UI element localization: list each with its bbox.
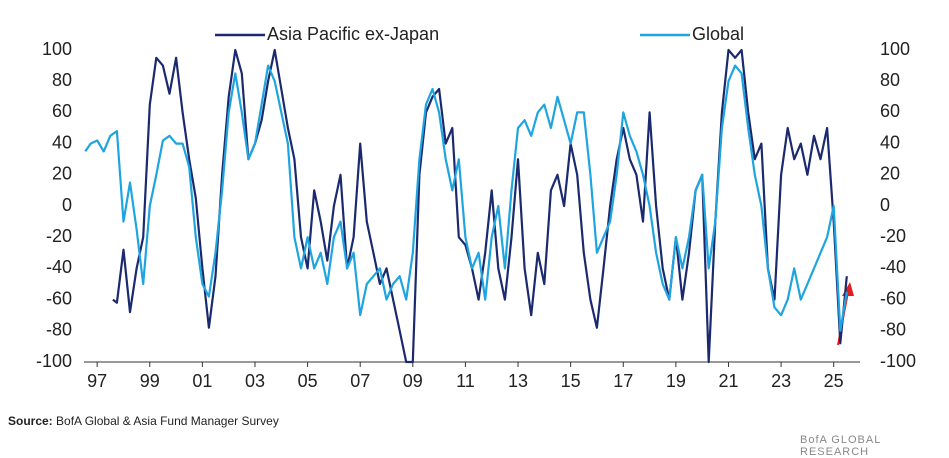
y2-tick-label: 60: [880, 101, 900, 121]
x-tick-label: 01: [192, 371, 212, 391]
y2-tick-label: 20: [880, 164, 900, 184]
x-tick-label: 15: [561, 371, 581, 391]
y2-tick-label: 80: [880, 70, 900, 90]
y-tick-label: 20: [52, 164, 72, 184]
y-tick-label: -80: [46, 320, 72, 340]
legend-label: Asia Pacific ex-Japan: [267, 24, 439, 44]
y-tick-label: -60: [46, 288, 72, 308]
credit: BofA GLOBAL RESEARCH: [800, 434, 881, 458]
x-tick-label: 05: [298, 371, 318, 391]
series-line: [84, 64, 848, 332]
x-tick-label: 23: [771, 371, 791, 391]
y2-tick-label: -100: [880, 351, 916, 371]
y-tick-label: -100: [36, 351, 72, 371]
chart: -100 -80 -60 -40 -20 0 20 40 60 80 100 -100 -80 -60 -4…: [36, 24, 916, 391]
page: -100 -80 -60 -40 -20 0 20 40 60 80 100 -100 -80 -60 -4…: [8, 23, 917, 458]
x-tick-label: 07: [350, 371, 370, 391]
y-tick-label: 80: [52, 70, 72, 90]
x-tick-label: 13: [508, 371, 528, 391]
y2-tick-label: -20: [880, 226, 906, 246]
legend-label: Global: [692, 24, 744, 44]
y-tick-label: 0: [62, 195, 72, 215]
y2-tick-label: -40: [880, 257, 906, 277]
series-line: [112, 48, 848, 364]
source: Source: BofA Global & Asia Fund Manager …: [8, 414, 279, 428]
y2-tick-label: -60: [880, 288, 906, 308]
y-tick-label: -20: [46, 226, 72, 246]
y-tick-label: 100: [42, 39, 72, 59]
x-tick-label: 21: [718, 371, 738, 391]
y2-tick-label: -80: [880, 320, 906, 340]
y-tick-label: 40: [52, 132, 72, 152]
x-tick-label: 11: [456, 371, 475, 391]
y2-tick-label: 100: [880, 39, 910, 59]
x-tick-label: 19: [666, 371, 686, 391]
y-tick-label: -40: [46, 257, 72, 277]
x-tick-label: 17: [613, 371, 633, 391]
x-tick-label: 99: [140, 371, 160, 391]
x-tick-label: 97: [87, 371, 107, 391]
y2-tick-label: 0: [880, 195, 890, 215]
y-tick-label: 60: [52, 101, 72, 121]
y2-tick-label: 40: [880, 132, 900, 152]
annotation-arrowhead: [842, 282, 854, 296]
source-text: BofA Global & Asia Fund Manager Survey: [56, 414, 279, 428]
source-label: Source:: [8, 414, 53, 428]
x-tick-label: 09: [403, 371, 423, 391]
x-tick-label: 25: [824, 371, 844, 391]
x-tick-label: 03: [245, 371, 265, 391]
